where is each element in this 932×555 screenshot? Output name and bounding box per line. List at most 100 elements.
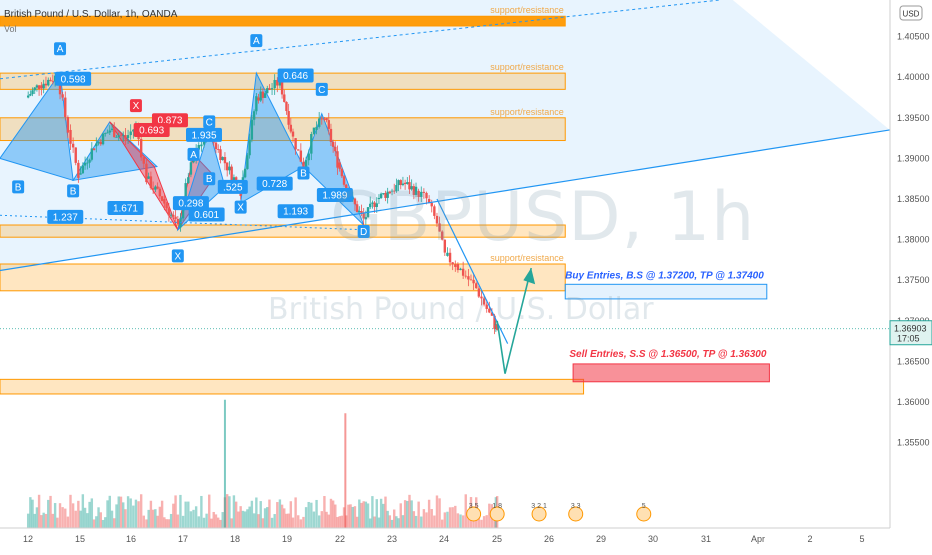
volume-bar-29 <box>95 516 98 528</box>
volume-bar-61 <box>169 513 173 528</box>
candle-body-156 <box>390 190 394 192</box>
candle-body-55 <box>156 186 159 189</box>
volume-bar-91 <box>241 510 245 528</box>
volume-bar-134 <box>342 507 346 528</box>
r-0601-text: 0.601 <box>194 210 219 221</box>
candle-body-9 <box>47 79 50 86</box>
volume-bar-79 <box>214 514 218 528</box>
x-tick-12: 30 <box>648 534 658 544</box>
channel-fill <box>0 0 890 271</box>
volume-bar-129 <box>331 500 335 528</box>
candle-body-21 <box>77 162 80 178</box>
candle-body-194 <box>485 304 488 309</box>
volume-bar-197 <box>493 516 496 528</box>
volume-bar-139 <box>353 506 357 528</box>
volume-bar-37 <box>113 518 116 528</box>
volume-bar-145 <box>366 503 370 528</box>
volume-bar-154 <box>386 510 389 528</box>
candle-body-61 <box>169 214 173 216</box>
candle-body-4 <box>35 85 39 88</box>
volume-bar-94 <box>248 506 251 528</box>
candle-body-45 <box>132 129 135 132</box>
volume-bar-168 <box>417 501 420 528</box>
pt-b1-text: B <box>70 186 77 197</box>
volume-bar-187 <box>467 516 470 528</box>
r-0646-text: 0.646 <box>283 71 308 82</box>
resistance-zone-3-label: support/resistance <box>490 107 564 117</box>
candle-body-186 <box>464 275 467 277</box>
candle-body-168 <box>417 190 420 198</box>
volume-bar-5 <box>37 494 41 528</box>
volume-bar-9 <box>47 499 50 528</box>
volume-bar-55 <box>156 515 159 528</box>
candle-body-108 <box>280 81 284 95</box>
pt-c2-box <box>315 82 328 96</box>
ev-5-icon[interactable] <box>636 506 652 522</box>
volume-bar-24 <box>83 507 87 528</box>
currency-button-text[interactable]: USD <box>903 10 920 19</box>
x-tick-4: 18 <box>230 534 240 544</box>
candle-body-66 <box>181 203 185 219</box>
volume-bar-142 <box>360 502 363 528</box>
volume-bar-149 <box>375 499 378 528</box>
candle-body-196 <box>490 312 494 316</box>
candle-body-7 <box>42 83 45 89</box>
candle-body-149 <box>375 203 378 207</box>
resistance-zone-1 <box>0 15 566 27</box>
candle-body-170 <box>422 191 426 193</box>
volume-bar-118 <box>304 507 308 528</box>
volume-bar-92 <box>243 511 247 528</box>
ev-5-text: 5 <box>642 503 646 510</box>
candle-body-144 <box>364 217 368 220</box>
r-1237-box <box>47 209 84 224</box>
volume-bar-95 <box>250 500 254 528</box>
volume-bar-113 <box>291 517 295 528</box>
candle-body-50 <box>145 163 148 183</box>
currency-button[interactable] <box>899 5 923 21</box>
volume-bar-194 <box>485 515 488 528</box>
volume-bar-90 <box>239 506 242 528</box>
candle-body-135 <box>345 184 348 189</box>
ev-1-icon[interactable] <box>466 506 482 522</box>
candle-body-197 <box>493 315 496 330</box>
candle-body-88 <box>234 177 238 182</box>
candle-body-72 <box>197 144 200 150</box>
candle-body-34 <box>106 132 109 134</box>
volume-bar-35 <box>108 495 111 528</box>
candle-body-44 <box>129 131 132 136</box>
candle-body-80 <box>217 149 220 150</box>
candle-body-163 <box>406 182 409 185</box>
volume-bar-56 <box>158 506 162 528</box>
y-tick-0: 1.35500 <box>897 438 930 448</box>
ev-2-icon[interactable] <box>489 506 505 522</box>
candle-body-195 <box>488 308 491 313</box>
buy-entries-text: Buy Entries, B.S @ 1.37200, TP @ 1.37400 <box>565 270 764 281</box>
x-tick-14: Apr <box>751 534 765 544</box>
sell-entries-text: Sell Entries, S.S @ 1.36500, TP @ 1.3630… <box>569 349 766 360</box>
volume-bar-127 <box>327 514 330 528</box>
candle-body-131 <box>336 151 339 168</box>
pt-b0-text: B <box>15 182 22 193</box>
chart-title: British Pound / U.S. Dollar, 1h, OANDA <box>4 9 178 20</box>
y-tick-2: 1.36500 <box>897 356 930 366</box>
candle-body-167 <box>414 186 418 195</box>
volume-label: Vol <box>4 24 17 34</box>
candle-body-174 <box>433 206 436 216</box>
pt-a1-text: A <box>57 44 64 55</box>
candle-body-73 <box>200 144 203 147</box>
candle-body-127 <box>327 120 330 129</box>
volume-bar-36 <box>110 510 114 528</box>
candle-body-153 <box>384 193 387 198</box>
volume-bar-103 <box>268 499 271 528</box>
volume-bar-53 <box>151 509 155 528</box>
volume-bar-161 <box>401 515 405 528</box>
candle-body-178 <box>443 239 447 253</box>
volume-bar-33 <box>104 517 107 528</box>
price-axis-bg <box>890 0 932 528</box>
time-axis-bg <box>0 528 932 550</box>
volume-bar-183 <box>456 513 460 528</box>
volume-bar-165 <box>410 500 413 528</box>
ev-4-icon[interactable] <box>568 506 584 522</box>
ev-3-icon[interactable] <box>531 506 547 522</box>
volume-bar-148 <box>373 516 376 528</box>
